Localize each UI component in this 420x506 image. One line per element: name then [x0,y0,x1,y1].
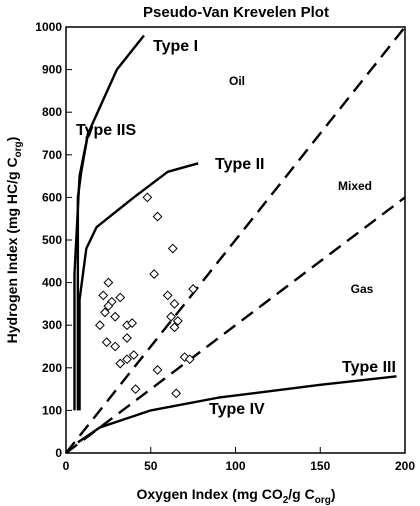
type-iis-label: Type IIS [76,122,136,139]
type-i-label: Type I [153,38,198,55]
y-tick-label: 600 [42,190,62,204]
data-point [127,318,138,328]
data-point [172,316,183,326]
x-tick-label: 150 [310,459,330,473]
y-tick-label: 400 [42,276,62,290]
y-tick-label: 1000 [35,20,62,34]
y-axis-label: Hydrogen Index (mg HC/g Corg) [4,137,24,344]
y-tick-label: 0 [55,446,62,460]
data-point [100,307,110,318]
data-point [169,298,180,309]
data-point [122,333,132,343]
type-iv-label: Type IV [209,401,265,418]
gas-region-label: Gas [351,282,374,296]
data-point [103,277,114,288]
y-tick-label: 200 [42,361,62,375]
y-tick-label: 800 [42,105,62,119]
data-point [110,341,121,352]
type-curve [78,162,199,411]
chart-title: Pseudo-Van Krevelen Plot [143,4,329,21]
boundary-line [65,196,406,454]
x-tick-label: 0 [63,459,70,473]
x-tick-label: 100 [225,459,245,473]
oil-region-label: Oil [229,74,245,88]
data-point [130,384,141,395]
data-point [169,322,180,333]
data-point [184,354,195,365]
data-point [152,365,163,375]
x-tick-label: 200 [395,459,415,473]
data-point [152,211,163,222]
mixed-region-label: Mixed [338,179,372,193]
data-point [115,358,126,369]
data-point [115,292,126,303]
x-axis-ticks: 0 50 100 150 200 [63,447,415,473]
data-point [188,284,199,294]
y-tick-label: 900 [42,63,62,77]
data-points [94,192,199,399]
y-tick-label: 100 [42,403,62,417]
data-point [122,354,132,365]
data-point [142,192,153,203]
boundary-lines [65,26,406,454]
type-iii-label: Type III [342,359,396,376]
data-point [162,290,173,301]
data-point [94,320,105,331]
data-point [98,290,109,301]
data-point [166,311,176,322]
type-curves [73,34,397,444]
boundary-line [65,26,406,454]
x-axis-label: Oxygen Index (mg CO2/g Corg) [136,486,335,506]
data-point [103,301,114,311]
data-point [128,350,139,360]
type-ii-label: Type II [215,156,265,173]
x-tick-label: 50 [144,459,158,473]
data-point [171,388,182,399]
data-point [149,269,160,279]
y-axis-ticks: 0 100 200 300 400 500 600 700 800 900 1000 [35,20,72,460]
type-curve [76,133,90,411]
y-tick-label: 500 [42,233,62,247]
y-tick-label: 700 [42,148,62,162]
data-point [167,243,178,254]
data-point [110,311,121,322]
y-tick-label: 300 [42,318,62,332]
data-point [101,337,112,348]
type-curve [77,375,397,444]
